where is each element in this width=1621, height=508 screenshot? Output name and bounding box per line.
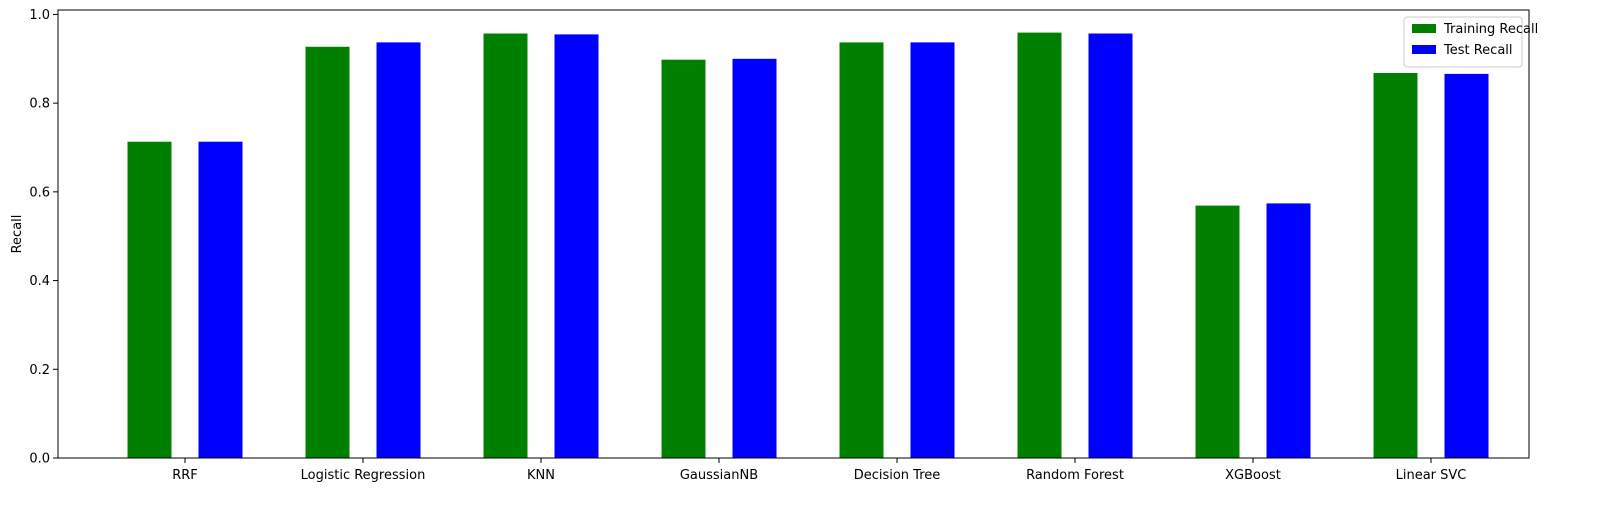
bar-training-recall-decision-tree [839, 42, 884, 459]
bar-test-recall-xgboost [1266, 203, 1311, 458]
bar-training-recall-gaussiannb [661, 59, 706, 458]
y-tick-label: 0.0 [29, 452, 50, 467]
y-axis: 0.0 0.2 0.4 0.6 0.8 1.0 [29, 8, 58, 467]
y-tick-label: 0.6 [29, 185, 50, 200]
x-tick-label: GaussianNB [680, 468, 758, 483]
bar-test-recall-linear-svc [1444, 73, 1489, 459]
bar-training-recall-xgboost [1195, 205, 1240, 458]
x-tick-label: Decision Tree [854, 468, 941, 483]
bar-test-recall-gaussiannb [732, 58, 777, 459]
x-tick-label: Random Forest [1026, 468, 1124, 483]
y-tick-label: 0.8 [29, 97, 50, 112]
legend-swatch [1412, 24, 1436, 33]
legend-swatch [1412, 45, 1436, 54]
legend-label: Test Recall [1443, 43, 1513, 58]
x-axis: RRF Logistic Regression KNN GaussianNB Decis… [172, 458, 1466, 483]
x-tick-label: Linear SVC [1396, 468, 1467, 483]
x-tick-label: Logistic Regression [301, 468, 426, 483]
x-tick-label: KNN [527, 468, 555, 483]
y-tick-label: 1.0 [29, 8, 50, 23]
plot-frame [57, 9, 1530, 459]
legend: Training Recall Test Recall [1403, 16, 1538, 68]
bar-training-recall-rrf [127, 141, 172, 458]
bar-test-recall-logistic-regression [376, 42, 421, 459]
y-tick-label: 0.2 [29, 363, 50, 378]
bar-test-recall-knn [554, 34, 599, 459]
bar-test-recall-decision-tree [910, 42, 955, 459]
bar-training-recall-random-forest [1017, 32, 1062, 458]
x-tick-label: XGBoost [1225, 468, 1281, 483]
bars-layer [127, 32, 1489, 459]
y-tick-label: 0.4 [29, 274, 50, 289]
bar-training-recall-knn [483, 33, 528, 458]
bar-training-recall-logistic-regression [305, 46, 350, 459]
bar-test-recall-rrf [198, 141, 243, 458]
x-tick-label: RRF [172, 468, 198, 483]
bar-training-recall-linear-svc [1373, 73, 1418, 458]
bar-test-recall-random-forest [1088, 33, 1133, 458]
legend-label: Training Recall [1443, 22, 1538, 37]
y-axis-label: Recall [10, 215, 25, 254]
